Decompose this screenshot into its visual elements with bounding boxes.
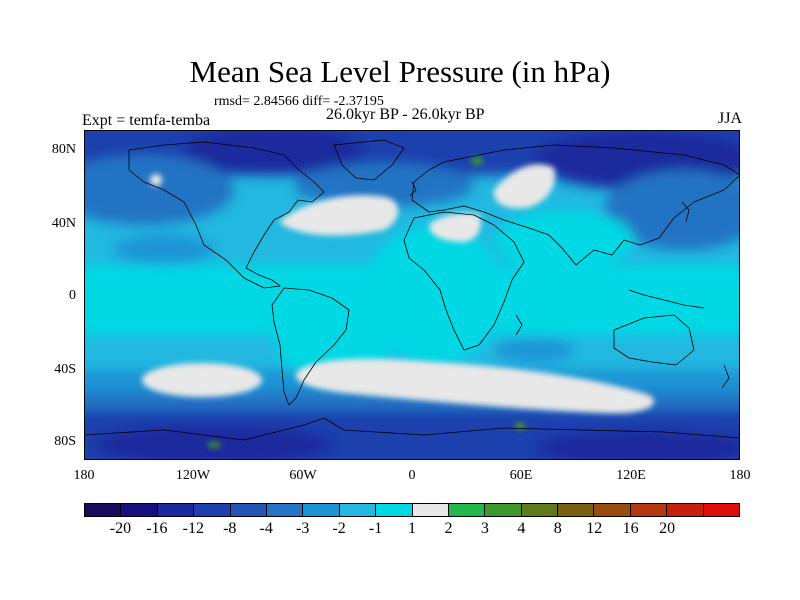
colorbar-swatch <box>85 504 122 516</box>
uk-outline <box>409 181 417 197</box>
colorbar-label: -16 <box>146 520 168 537</box>
period-label: 26.0kyr BP - 26.0kyr BP <box>326 106 485 123</box>
colorbar-swatch <box>230 504 267 516</box>
colorbar-swatch <box>412 504 449 516</box>
colorbar-label: 1 <box>408 520 416 537</box>
colorbar-swatch <box>558 504 595 516</box>
north-pacific-mid-east <box>604 170 740 250</box>
eurasia-outline <box>411 144 740 266</box>
colorbar-label: -3 <box>295 520 310 537</box>
south-america-outline <box>271 287 350 406</box>
season-label: JJA <box>717 110 742 127</box>
lat-label-0: 0 <box>69 288 76 303</box>
lat-label-40n: 40N <box>51 216 76 231</box>
colorbar-swatch <box>266 504 304 516</box>
indonesia-outline <box>628 289 705 309</box>
colorbar-label: -8 <box>223 520 237 537</box>
lon-label-120e: 120E <box>616 468 646 483</box>
colorbar-label: -4 <box>259 520 273 537</box>
colorbar-swatch <box>485 504 522 516</box>
colorbar-label: -12 <box>182 520 204 537</box>
pacific-blue-patch <box>114 235 214 265</box>
colorbar-swatch <box>194 504 231 516</box>
colorbar-swatch <box>594 504 631 516</box>
colorbar-label: 3 <box>480 520 489 537</box>
lon-label-180e: 180 <box>729 468 751 483</box>
stats-text: rmsd= 2.84566 diff= -2.37195 <box>214 94 384 109</box>
colorbar-label: 20 <box>659 520 676 537</box>
lat-label-80s: 80S <box>54 434 76 449</box>
madagascar-outline <box>515 314 523 336</box>
australia-outline <box>613 314 695 366</box>
colorbar-swatch <box>521 504 559 516</box>
north-europe-green <box>471 157 483 165</box>
colorbar-swatch <box>157 504 195 516</box>
colorbar-swatch <box>667 504 704 516</box>
plot-title: Mean Sea Level Pressure (in hPa) <box>189 54 611 89</box>
colorbar-label: 12 <box>586 520 603 537</box>
lon-label-120w: 120W <box>175 468 211 483</box>
indian-blue-patch <box>494 338 574 362</box>
colorbar-swatch <box>376 504 413 516</box>
north-atlantic-mid <box>294 163 474 207</box>
alaska-light-spot <box>150 174 162 186</box>
north-america-neutral <box>279 195 399 236</box>
lon-label-60e: 60E <box>509 468 533 483</box>
pressure-map <box>84 130 740 460</box>
north-pacific-mid <box>84 155 234 225</box>
colorbar-swatch <box>448 504 486 516</box>
colorbar-swatch <box>703 504 740 516</box>
africa-light <box>364 225 504 365</box>
north-america-outline <box>128 141 325 289</box>
antarctic-darkest-east <box>534 430 740 460</box>
south-pacific-neutral <box>142 363 262 397</box>
india-light <box>494 210 634 270</box>
lon-label-180w: 180 <box>73 468 95 483</box>
new-zealand-outline <box>721 364 730 389</box>
north-africa-neutral <box>429 213 481 242</box>
antarctic-green-west <box>207 442 221 448</box>
colorbar-swatch <box>339 504 377 516</box>
colorbar-label: 8 <box>553 520 562 537</box>
africa-outline <box>403 211 525 351</box>
antarctica-outline <box>84 417 740 441</box>
japan-outline <box>681 201 690 223</box>
lat-label-80n: 80N <box>51 142 76 157</box>
colorbar-label: -20 <box>109 520 132 537</box>
map-frame <box>84 130 740 460</box>
colorbar-label: 2 <box>444 520 453 537</box>
colorbar-label: 16 <box>622 520 639 537</box>
colorbar-swatch <box>630 504 668 516</box>
experiment-label: Expt = temfa-temba <box>82 112 211 129</box>
greenland-outline <box>333 139 405 181</box>
colorbar-swatch <box>303 504 340 516</box>
colorbar-swatch <box>121 504 158 516</box>
colorbar <box>84 503 740 517</box>
coastlines <box>84 139 740 441</box>
lat-label-40s: 40S <box>54 362 76 377</box>
lon-label-60w: 60W <box>289 468 317 483</box>
colorbar-label: -1 <box>368 520 383 537</box>
lon-label-0: 0 <box>408 468 416 483</box>
colorbar-label: 4 <box>517 520 526 537</box>
colorbar-label: -2 <box>332 520 346 537</box>
eurasia-neutral <box>493 164 556 209</box>
south-atlantic-indian-neutral <box>296 358 654 414</box>
